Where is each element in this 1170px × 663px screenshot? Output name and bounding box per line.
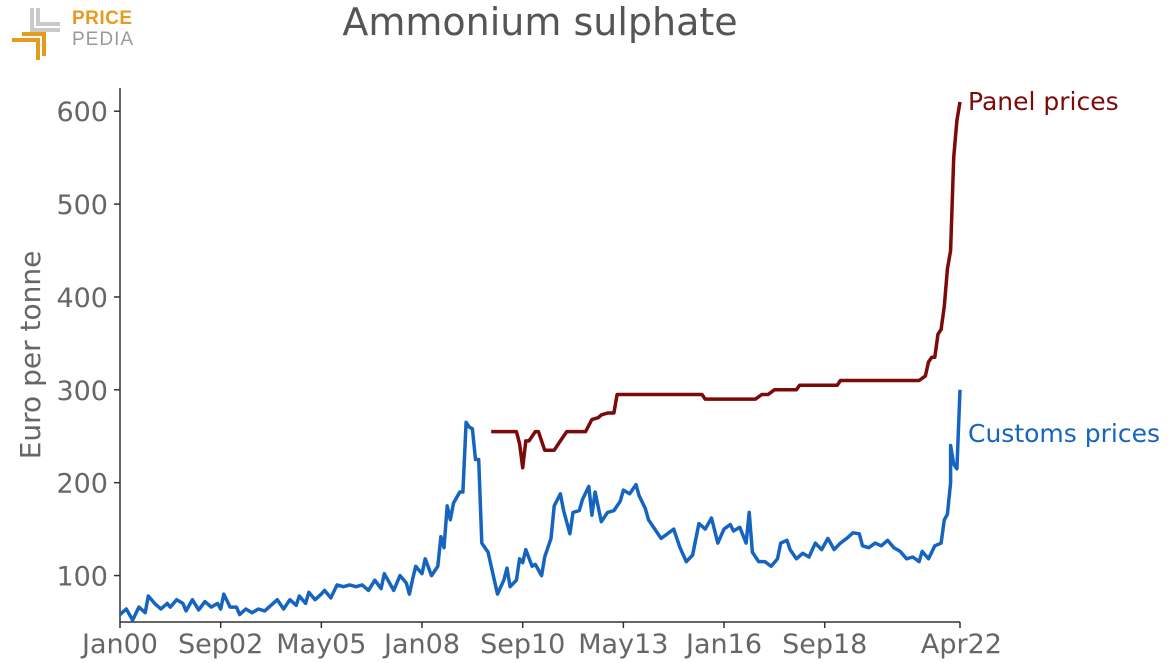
series-line-customs-prices: [118, 389, 962, 622]
y-tick-label: 500: [56, 190, 108, 221]
series-label: Customs prices: [968, 419, 1160, 448]
y-axis-label: Euro per tonne: [14, 251, 47, 460]
x-tick-label: May05: [276, 629, 366, 660]
x-tick-label: Jan16: [684, 629, 762, 660]
series-line-panel-prices: [491, 101, 962, 470]
logo-mark-icon: [12, 8, 60, 60]
x-tick-label: May13: [578, 629, 668, 660]
chart-title: Ammonium sulphate: [342, 0, 738, 44]
x-tick-label: Apr22: [921, 629, 1002, 660]
y-tick-label: 400: [56, 283, 108, 314]
y-tick-label: 200: [56, 469, 108, 500]
x-tick-label: Sep10: [480, 629, 565, 660]
y-tick-label: 600: [56, 97, 108, 128]
pricepedia-logo: PRICE PEDIA: [10, 4, 150, 64]
x-tick-label: Sep18: [782, 629, 867, 660]
logo-text-pedia: PEDIA: [72, 29, 135, 50]
logo-text-price: PRICE: [72, 8, 133, 29]
x-tick-label: Jan08: [382, 629, 460, 660]
y-tick-label: 300: [56, 376, 108, 407]
x-tick-label: Sep02: [178, 629, 263, 660]
series-label: Panel prices: [968, 87, 1119, 116]
x-tick-label: Jan00: [80, 629, 158, 660]
y-tick-label: 100: [56, 562, 108, 593]
